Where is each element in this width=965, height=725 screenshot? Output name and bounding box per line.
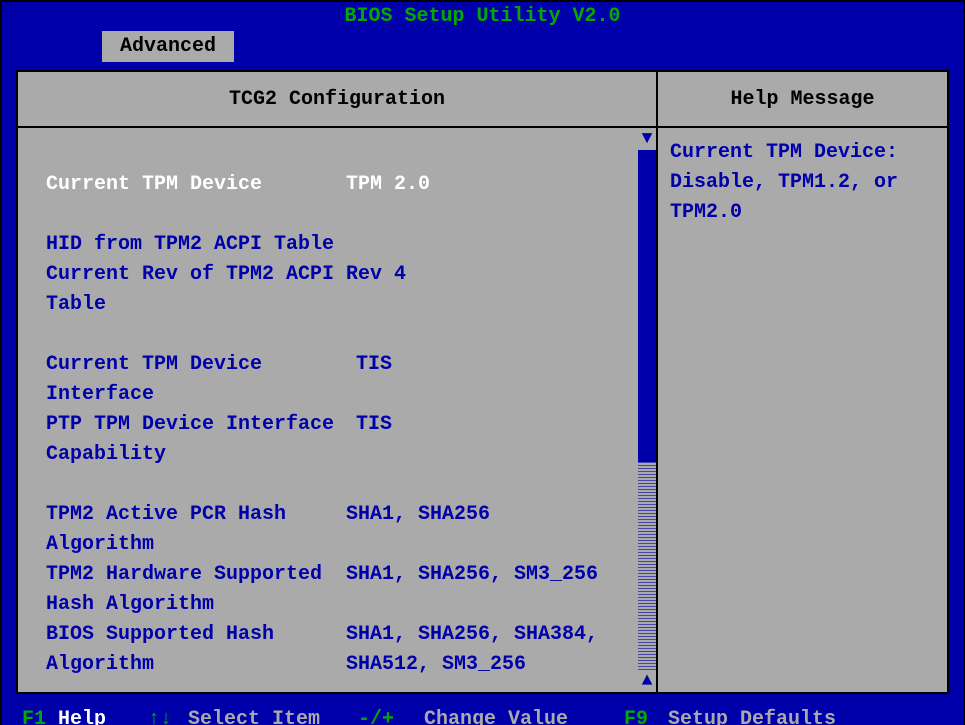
setting-value: SHA512, SM3_256 — [346, 650, 646, 680]
main-frame: TCG2 Configuration Help Message Current … — [16, 70, 949, 694]
setting-active-pcr-hash[interactable]: TPM2 Active PCR Hash Algorithm SHA1, SHA… — [46, 500, 646, 560]
setting-hid-acpi[interactable]: HID from TPM2 ACPI Table — [46, 230, 646, 260]
bios-title: BIOS Setup Utility V2.0 — [2, 2, 963, 32]
setting-label: TPM2 Hardware Supported Hash Algorithm — [46, 560, 346, 620]
setting-value: TIS — [356, 410, 646, 470]
hint-label: Help — [58, 708, 148, 725]
setting-label: BIOS Supported Hash — [46, 620, 346, 650]
setting-value: TIS — [356, 350, 646, 410]
help-line: Current TPM Device: — [670, 138, 935, 168]
scroll-track-bottom — [638, 462, 656, 670]
help-line: TPM2.0 — [670, 198, 935, 228]
panel-title-right: Help Message — [658, 72, 947, 126]
tab-bar: Advanced — [2, 32, 963, 62]
setting-acpi-rev[interactable]: Current Rev of TPM2 ACPI Table Rev 4 — [46, 260, 646, 320]
scroll-thumb[interactable] — [638, 150, 656, 462]
setting-bios-hash-cont: Algorithm SHA512, SM3_256 — [46, 650, 646, 680]
tab-advanced[interactable]: Advanced — [102, 31, 234, 62]
setting-label: Current TPM Device Interface — [46, 350, 356, 410]
setting-label: Current TPM Device — [46, 170, 346, 200]
hint-key-f1: F1 — [22, 708, 58, 725]
setting-tpm-interface[interactable]: Current TPM Device Interface TIS — [46, 350, 646, 410]
panel-title-left: TCG2 Configuration — [18, 72, 658, 126]
panel-body: Current TPM Device TPM 2.0 HID from TPM2… — [18, 128, 947, 692]
hint-label: Select Item — [188, 708, 358, 725]
setting-current-tpm-device[interactable]: Current TPM Device TPM 2.0 — [46, 170, 646, 200]
setting-hw-hash[interactable]: TPM2 Hardware Supported Hash Algorithm S… — [46, 560, 646, 620]
setting-value: SHA1, SHA256, SM3_256 — [346, 560, 646, 620]
setting-value: SHA1, SHA256 — [346, 500, 646, 560]
setting-label: TPM2 Active PCR Hash Algorithm — [46, 500, 346, 560]
footer-hints: F1 Help ↑↓ Select Item -/+ Change Value … — [2, 702, 963, 725]
setting-label: Current Rev of TPM2 ACPI Table — [46, 260, 346, 320]
scroll-track[interactable] — [638, 150, 656, 670]
bios-screen: BIOS Setup Utility V2.0 Advanced TCG2 Co… — [0, 0, 965, 725]
setting-value: Rev 4 — [346, 260, 646, 320]
setting-value: SHA1, SHA256, SHA384, — [346, 620, 646, 650]
settings-list[interactable]: Current TPM Device TPM 2.0 HID from TPM2… — [18, 128, 658, 692]
setting-value: TPM 2.0 — [346, 170, 646, 200]
scrollbar[interactable]: ▼ ▲ — [638, 128, 656, 692]
hint-label: Change Value — [424, 708, 624, 725]
hint-label: Setup Defaults — [668, 708, 943, 725]
setting-label: Algorithm — [46, 650, 346, 680]
setting-label: PTP TPM Device Interface Capability — [46, 410, 356, 470]
setting-bios-hash[interactable]: BIOS Supported Hash SHA1, SHA256, SHA384… — [46, 620, 646, 650]
scroll-down-icon[interactable]: ▲ — [638, 670, 656, 692]
panel-headers: TCG2 Configuration Help Message — [18, 72, 947, 128]
help-line: Disable, TPM1.2, or — [670, 168, 935, 198]
hint-key-plusminus: -/+ — [358, 708, 424, 725]
help-panel: Current TPM Device: Disable, TPM1.2, or … — [658, 128, 947, 692]
scroll-up-icon[interactable]: ▼ — [638, 128, 656, 150]
hint-key-arrows-v: ↑↓ — [148, 708, 188, 725]
setting-ptp-interface[interactable]: PTP TPM Device Interface Capability TIS — [46, 410, 646, 470]
setting-label: HID from TPM2 ACPI Table — [46, 230, 346, 260]
setting-value — [346, 230, 646, 260]
hint-key-f9: F9 — [624, 708, 668, 725]
